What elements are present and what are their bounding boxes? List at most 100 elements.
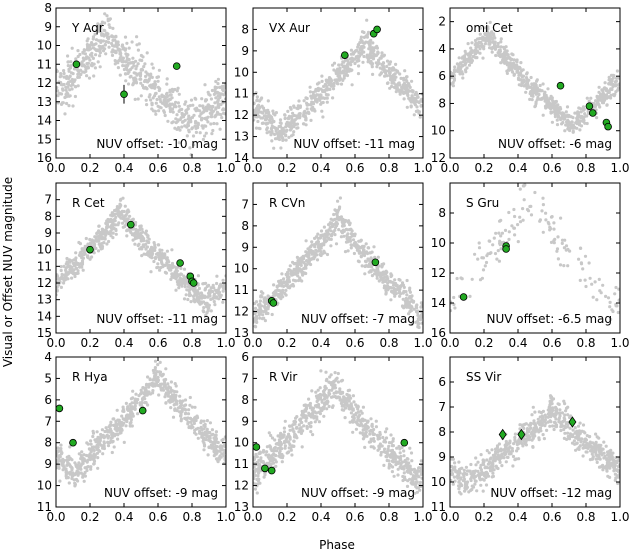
visual-point — [68, 445, 72, 449]
visual-point — [291, 273, 295, 277]
visual-point — [356, 43, 361, 47]
visual-point — [592, 101, 596, 106]
visual-point — [156, 262, 160, 266]
visual-point — [617, 76, 620, 80]
nuv-point — [502, 245, 510, 253]
visual-point — [401, 283, 405, 287]
visual-point — [109, 229, 113, 233]
visual-point — [607, 75, 611, 79]
visual-point — [88, 43, 93, 47]
visual-point — [152, 259, 156, 264]
visual-point — [96, 440, 100, 444]
x-tick-label: 0.0 — [243, 161, 262, 175]
visual-point — [128, 67, 133, 72]
visual-point — [415, 310, 419, 314]
visual-point — [376, 62, 380, 67]
visual-point — [540, 209, 544, 213]
visual-point — [370, 55, 374, 59]
visual-point — [327, 223, 331, 227]
visual-point — [353, 232, 357, 236]
visual-point — [415, 105, 419, 109]
visual-point — [564, 123, 568, 127]
visual-point — [183, 285, 187, 289]
visual-point — [211, 283, 215, 287]
visual-point — [302, 122, 306, 126]
visual-point — [199, 421, 203, 425]
x-tick-label: 0.8 — [182, 336, 201, 350]
visual-point — [610, 79, 614, 83]
visual-point — [314, 390, 318, 394]
visual-point — [123, 72, 128, 76]
visual-point — [141, 230, 145, 234]
visual-point — [96, 48, 100, 52]
visual-point — [563, 129, 567, 133]
visual-point — [300, 279, 304, 283]
visual-point — [208, 93, 212, 97]
visual-point — [308, 90, 312, 94]
visual-point — [589, 96, 593, 100]
visual-point — [515, 60, 519, 64]
visual-point — [179, 411, 183, 415]
visual-point — [306, 247, 310, 251]
x-tick-label: 1.0 — [216, 510, 235, 524]
visual-point — [547, 222, 551, 226]
visual-point — [544, 218, 548, 222]
visual-point — [139, 81, 143, 85]
visual-point — [286, 270, 290, 274]
visual-point — [297, 423, 301, 427]
visual-point — [285, 128, 289, 132]
visual-point — [208, 294, 212, 298]
visual-point — [414, 320, 418, 324]
nuv-points — [72, 60, 181, 104]
visual-point — [109, 420, 113, 424]
visual-point — [563, 117, 567, 121]
visual-point — [458, 72, 462, 76]
visual-point — [189, 426, 193, 430]
visual-point — [191, 294, 196, 298]
visual-point — [303, 271, 307, 275]
y-tick-label: 10 — [234, 262, 249, 276]
visual-point — [481, 268, 486, 272]
visual-point — [320, 74, 324, 78]
visual-point — [541, 113, 545, 117]
visual-point — [510, 224, 514, 228]
y-tick-label: 10 — [37, 479, 52, 493]
visual-point — [559, 216, 563, 220]
visual-point — [223, 435, 226, 439]
visual-point — [478, 278, 483, 282]
visual-point — [115, 408, 119, 412]
visual-point — [402, 78, 406, 82]
visual-point — [219, 102, 223, 107]
visual-point — [492, 32, 496, 36]
visual-point — [305, 101, 309, 105]
visual-point — [67, 94, 71, 98]
visual-point — [319, 246, 323, 250]
visual-point — [56, 464, 59, 468]
visual-point — [125, 228, 129, 232]
visual-point — [261, 106, 266, 110]
visual-point — [469, 50, 473, 54]
y-tick-label: 4 — [44, 350, 52, 364]
visual-point — [483, 42, 487, 46]
visual-point — [474, 46, 478, 50]
visual-point — [315, 82, 320, 86]
visual-point — [157, 68, 161, 72]
visual-point — [301, 254, 305, 258]
visual-point — [295, 122, 300, 126]
x-tick-label: 0.6 — [148, 336, 167, 350]
visual-point — [478, 26, 482, 30]
visual-point — [65, 277, 69, 281]
visual-point — [303, 114, 307, 118]
visual-point — [149, 270, 153, 274]
visual-point — [256, 474, 260, 478]
visual-point — [305, 254, 309, 258]
visual-point — [149, 98, 153, 102]
visual-point — [153, 245, 157, 250]
visual-point — [270, 131, 274, 135]
visual-point — [510, 52, 514, 56]
visual-point — [608, 81, 612, 85]
visual-point — [519, 73, 523, 77]
visual-point — [111, 48, 115, 52]
visual-point — [67, 258, 72, 262]
